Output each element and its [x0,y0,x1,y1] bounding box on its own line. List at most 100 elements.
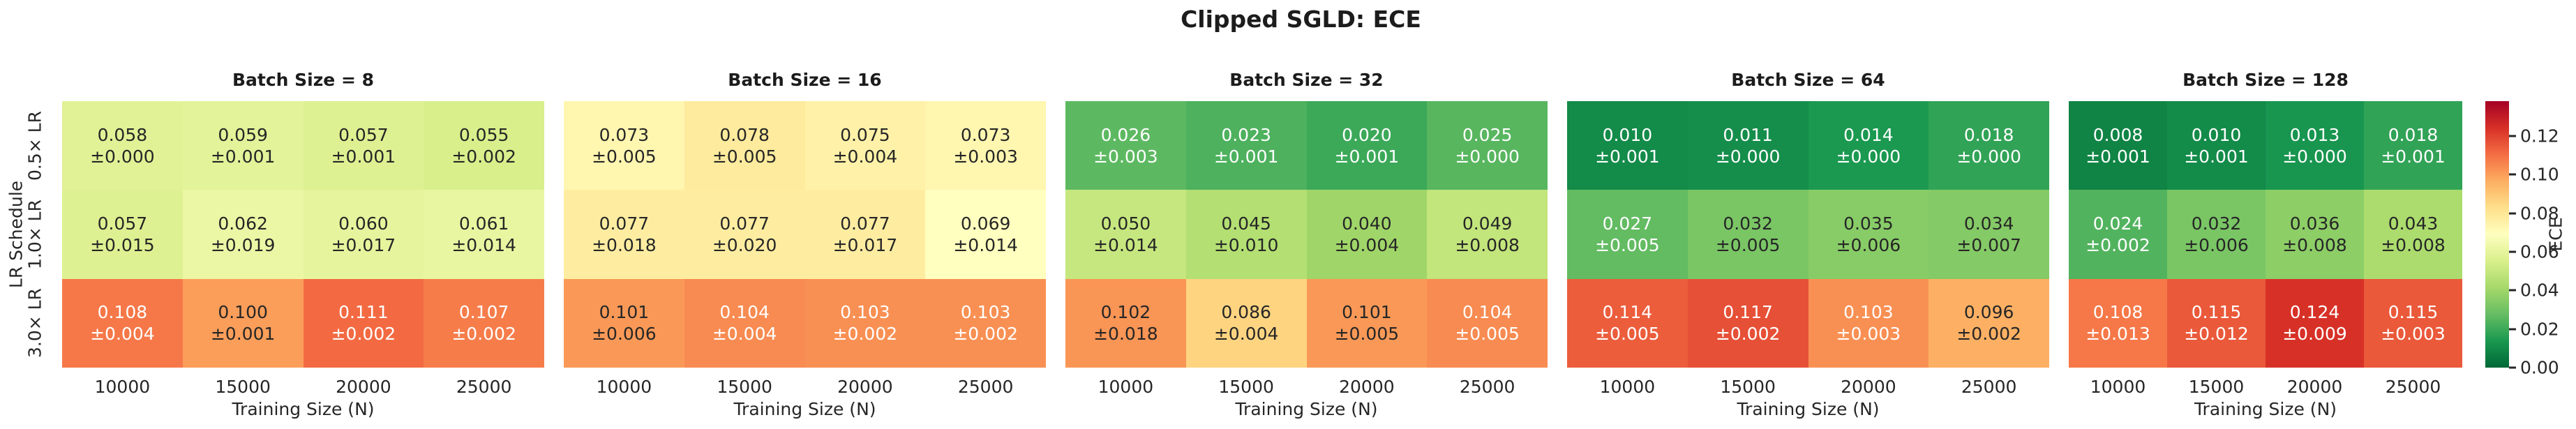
heatmap-cell: 0.060 ±0.017 [303,190,424,279]
panel-title: Batch Size = 64 [1731,70,1885,90]
x-axis-label: Training Size (N) [733,399,876,419]
cell-value: 0.073 [960,124,1011,145]
colorbar-tick-label: 0.04 [2520,280,2559,301]
cell-error: ±0.004 [712,324,777,345]
cell-value: 0.050 [1100,213,1151,234]
cell-value: 0.018 [2388,124,2439,145]
heatmap-cell: 0.034 ±0.007 [1929,190,2049,279]
cell-value: 0.010 [2191,124,2242,145]
heatmap-cell: 0.024 ±0.002 [2069,190,2167,279]
cell-value: 0.100 [218,302,268,323]
cell-error: ±0.008 [2381,234,2446,255]
x-axis-label: Training Size (N) [2194,399,2337,419]
cell-value: 0.049 [1462,213,1513,234]
cell-value: 0.043 [2388,213,2439,234]
heatmap-cell: 0.077 ±0.018 [564,190,684,279]
cell-error: ±0.001 [2184,146,2249,167]
heatmap-cell: 0.043 ±0.008 [2364,190,2462,279]
x-tick-label: 10000 [2090,377,2146,397]
heatmap-cell: 0.104 ±0.005 [1427,278,1548,368]
heatmap-cell: 0.069 ±0.014 [925,190,1046,279]
heatmap-cell: 0.050 ±0.014 [1065,190,1186,279]
cell-value: 0.077 [840,213,890,234]
cell-value: 0.115 [2191,302,2242,323]
colorbar-gradient [2485,101,2509,368]
x-tick-label: 20000 [837,377,893,397]
cell-value: 0.026 [1100,124,1151,145]
heatmap-cell: 0.102 ±0.018 [1065,278,1186,368]
x-tick-label: 15000 [1720,377,1776,397]
x-axis-label: Training Size (N) [1737,399,1880,419]
heatmap-cell: 0.059 ±0.001 [182,101,304,190]
cell-value: 0.057 [97,213,148,234]
heatmap-cell: 0.058 ±0.000 [62,101,183,190]
heatmap-cell: 0.078 ±0.005 [684,101,805,190]
colorbar-tick-label: 0.10 [2520,164,2559,185]
cell-value: 0.117 [1723,302,1773,323]
cell-error: ±0.004 [832,146,898,167]
heatmap-cell: 0.115 ±0.003 [2364,278,2462,368]
y-axis-label: LR Schedule [6,180,27,289]
cell-error: ±0.014 [451,234,516,255]
cell-error: ±0.002 [2085,234,2150,255]
cell-error: ±0.001 [331,146,396,167]
cell-error: ±0.002 [451,324,516,345]
x-tick-label: 25000 [1459,377,1515,397]
cell-value: 0.013 [2289,124,2340,145]
cell-error: ±0.000 [90,146,155,167]
heatmap-cell: 0.073 ±0.005 [564,101,684,190]
cell-value: 0.011 [1723,124,1773,145]
colorbar-tick-label: 0.02 [2520,319,2559,340]
x-axis-label: Training Size (N) [232,399,375,419]
cell-error: ±0.000 [2282,146,2347,167]
cell-value: 0.124 [2289,302,2340,323]
colorbar-label: ECE [2545,217,2566,252]
cell-error: ±0.010 [1213,234,1279,255]
colorbar-tick [2509,289,2516,292]
x-tick-label: 15000 [1218,377,1274,397]
cell-value: 0.108 [2092,302,2143,323]
cell-error: ±0.005 [1595,324,1660,345]
cell-error: ±0.008 [1455,234,1520,255]
cell-value: 0.061 [458,213,509,234]
heatmap-cell: 0.057 ±0.015 [62,190,183,279]
cell-error: ±0.014 [1093,234,1158,255]
colorbar-tick [2509,250,2516,253]
heatmap-cell: 0.045 ±0.010 [1185,190,1307,279]
cell-error: ±0.012 [2184,324,2249,345]
cell-value: 0.040 [1342,213,1392,234]
cell-error: ±0.007 [1956,234,2021,255]
cell-error: ±0.009 [2282,324,2347,345]
x-tick-label: 20000 [2286,377,2343,397]
heatmap-cell: 0.010 ±0.001 [2167,101,2266,190]
cell-value: 0.010 [1602,124,1653,145]
heatmap-cell: 0.101 ±0.005 [1306,278,1428,368]
heatmap-cell: 0.018 ±0.000 [1929,101,2049,190]
heatmap-cell: 0.008 ±0.001 [2069,101,2167,190]
cell-value: 0.055 [458,124,509,145]
cell-error: ±0.001 [2085,146,2150,167]
cell-value: 0.035 [1843,213,1894,234]
heatmap-cell: 0.020 ±0.001 [1306,101,1428,190]
cell-error: ±0.003 [1093,146,1158,167]
heatmap-cell: 0.062 ±0.019 [182,190,304,279]
x-tick-label: 20000 [1841,377,1896,397]
cell-value: 0.108 [97,302,148,323]
cell-value: 0.018 [1963,124,2014,145]
cell-value: 0.077 [599,213,650,234]
heatmap-cell: 0.115 ±0.012 [2167,278,2266,368]
heatmap-cell: 0.018 ±0.001 [2364,101,2462,190]
cell-error: ±0.008 [2282,234,2347,255]
cell-error: ±0.002 [1715,324,1781,345]
cell-error: ±0.001 [1595,146,1660,167]
cell-value: 0.078 [719,124,770,145]
cell-value: 0.008 [2092,124,2143,145]
cell-value: 0.034 [1963,213,2014,234]
cell-error: ±0.005 [1595,234,1660,255]
heatmap-cell: 0.103 ±0.002 [804,278,926,368]
x-tick-label: 20000 [1339,377,1395,397]
cell-value: 0.025 [1462,124,1513,145]
cell-value: 0.075 [840,124,890,145]
heatmap-panel: 0.008 ±0.001 0.010 ±0.001 0.013 ±0.000 0.018 ±0… [2069,101,2462,368]
